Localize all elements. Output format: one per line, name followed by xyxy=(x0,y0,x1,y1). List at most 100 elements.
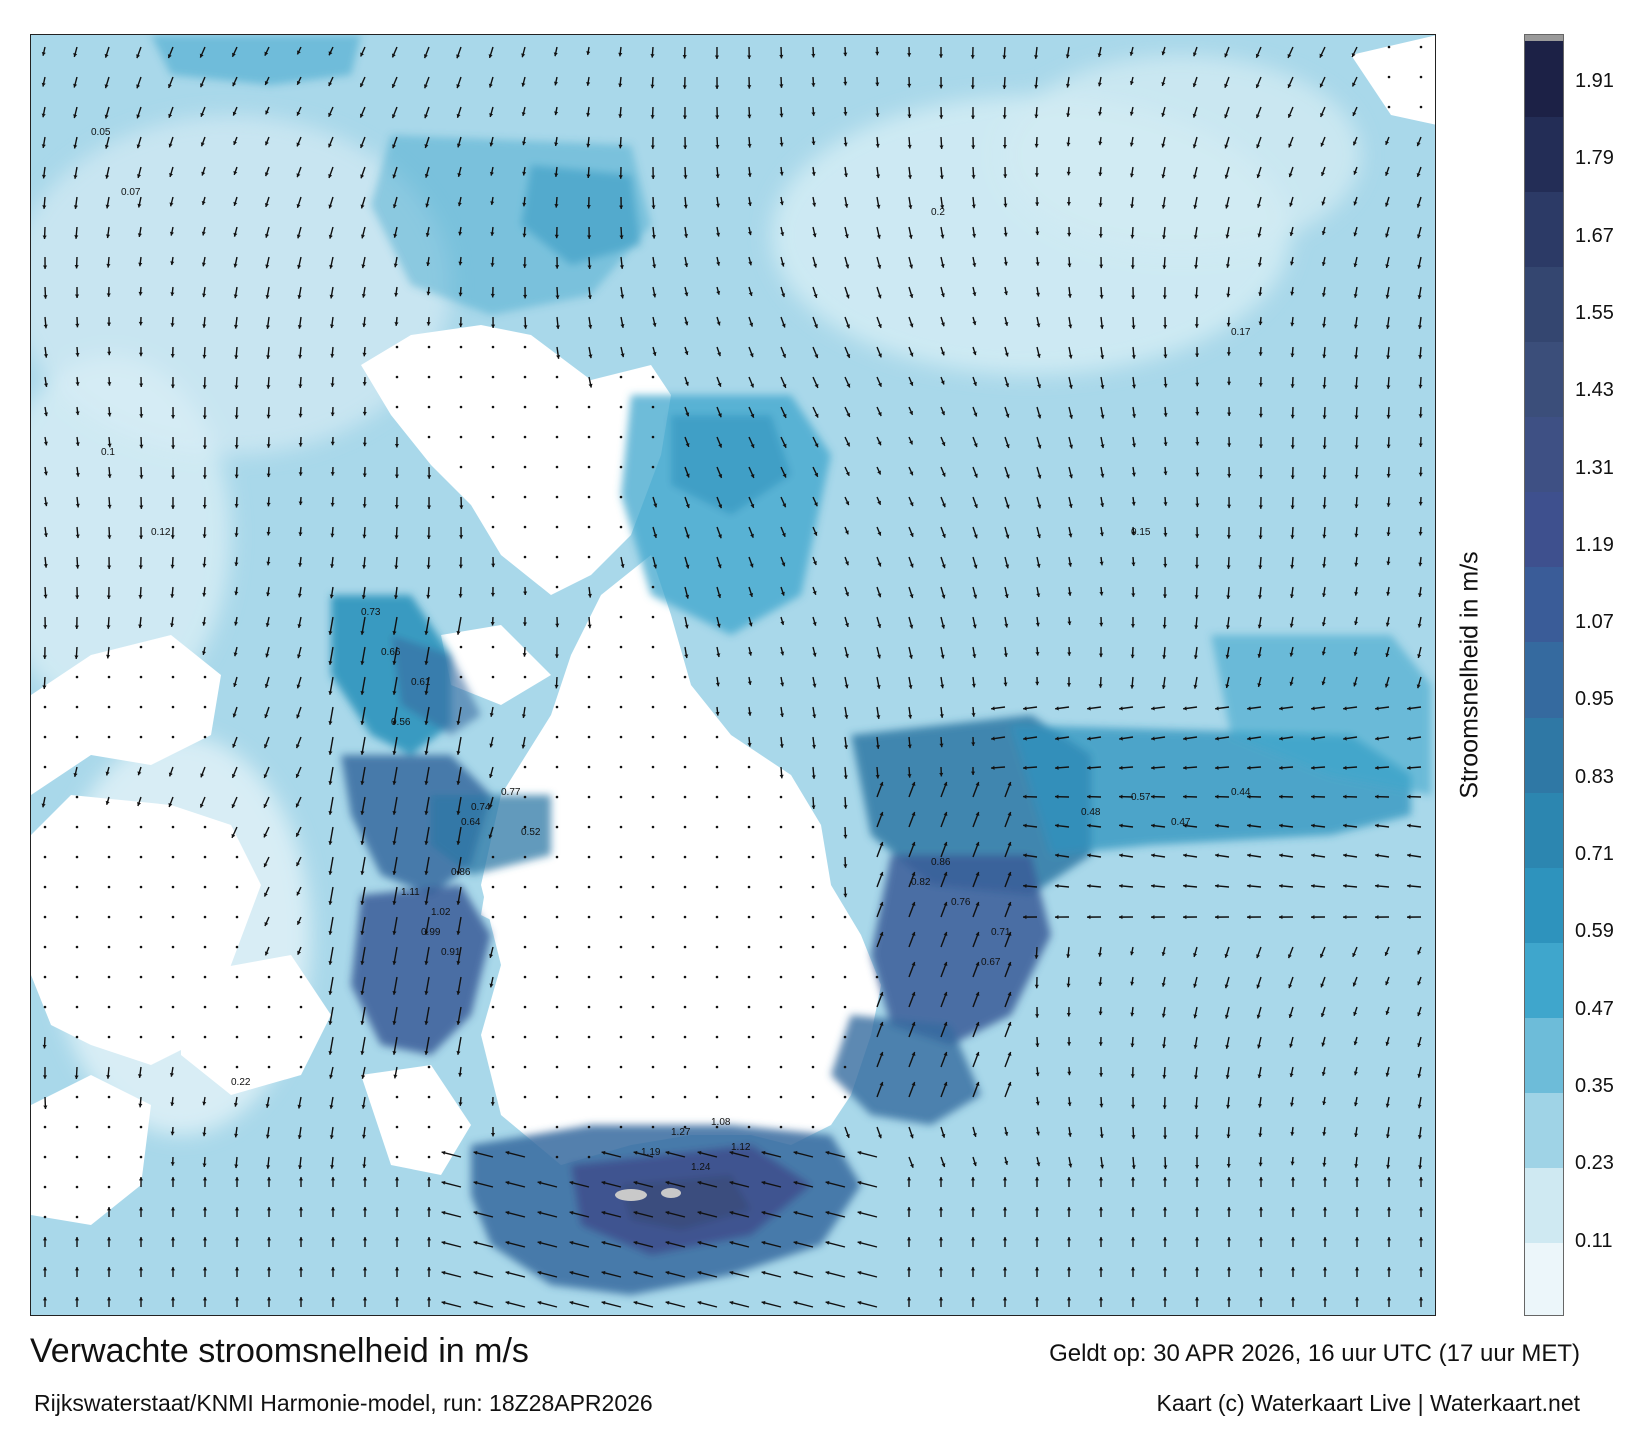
current-arrowhead xyxy=(1130,981,1135,986)
current-arrowhead xyxy=(266,1297,272,1301)
current-arrowhead xyxy=(683,145,688,149)
current-arrowhead xyxy=(392,630,397,635)
current-arrowhead xyxy=(1034,1297,1040,1301)
current-arrowhead xyxy=(169,1072,174,1077)
calm-dot xyxy=(747,945,751,949)
current-arrowhead xyxy=(879,932,884,936)
current-arrowhead xyxy=(1151,823,1155,828)
current-arrowhead xyxy=(1311,794,1315,799)
current-arrowhead xyxy=(1129,173,1134,178)
current-arrowhead xyxy=(1119,853,1123,858)
current-arrowhead xyxy=(170,323,175,327)
current-arrowhead xyxy=(1067,294,1072,298)
current-speed-map[interactable]: 0.73 0.66 0.61 0.56 1.11 1.02 0.99 0.91 0.86 0.77… xyxy=(30,34,1436,1316)
current-arrowhead xyxy=(1098,653,1104,658)
current-arrowhead xyxy=(555,325,560,329)
current-arrowhead xyxy=(972,1132,977,1137)
current-arrowhead xyxy=(457,172,462,177)
current-arrowhead xyxy=(1098,982,1103,986)
current-arrowhead xyxy=(943,842,948,846)
calm-dot xyxy=(459,405,463,409)
current-arrowhead xyxy=(1343,765,1347,770)
current-arrowhead xyxy=(1258,1267,1264,1271)
current-arrowhead xyxy=(1005,444,1010,448)
current-arrowhead xyxy=(555,295,560,299)
current-arrowhead xyxy=(42,1297,48,1301)
current-arrowhead xyxy=(297,593,302,598)
current-arrowhead xyxy=(1417,654,1422,658)
current-arrowhead xyxy=(488,773,493,778)
calm-dot xyxy=(395,405,399,409)
current-arrowhead xyxy=(233,170,238,175)
current-arrowhead xyxy=(1036,593,1041,598)
current-arrowhead xyxy=(729,1240,734,1245)
current-arrowhead xyxy=(748,261,753,266)
current-arrowhead xyxy=(633,1240,638,1245)
current-arrowhead xyxy=(73,144,78,149)
current-arrowhead xyxy=(1225,684,1230,688)
current-arrowhead xyxy=(266,473,271,478)
current-arrowhead xyxy=(939,714,944,718)
current-arrowhead xyxy=(1417,1135,1422,1139)
tidal-channels xyxy=(151,35,1431,1295)
current-arrowhead xyxy=(1087,915,1091,920)
calm-dot xyxy=(491,885,495,889)
current-arrowhead xyxy=(1002,1207,1008,1211)
current-arrowhead xyxy=(1385,1041,1390,1046)
current-arrowhead xyxy=(263,863,268,868)
calm-dot xyxy=(619,1095,623,1099)
current-arrowhead xyxy=(1386,1164,1391,1169)
current-arrowhead xyxy=(1099,622,1104,627)
current-arrowhead xyxy=(265,623,270,627)
current-arrowhead xyxy=(940,380,945,385)
current-arrowhead xyxy=(1067,232,1072,237)
current-arrowhead xyxy=(716,653,721,657)
land-area xyxy=(31,35,1435,1225)
calm-dot xyxy=(139,945,143,949)
current-arrowhead xyxy=(43,471,48,476)
current-arrowhead xyxy=(1119,915,1123,920)
calm-dot xyxy=(843,1035,847,1039)
current-arrowhead xyxy=(298,472,303,476)
current-arrowhead xyxy=(1066,202,1071,206)
current-arrowhead xyxy=(137,203,142,208)
current-arrowhead xyxy=(1098,111,1103,116)
current-arrowhead xyxy=(201,231,206,236)
current-arrowhead xyxy=(328,630,333,635)
current-arrowhead xyxy=(845,264,850,269)
current-arrowhead xyxy=(139,444,144,449)
current-arrowhead xyxy=(1417,264,1422,269)
current-arrowhead xyxy=(1279,706,1283,711)
calm-dot xyxy=(523,1065,527,1069)
current-arrowhead xyxy=(231,773,236,778)
current-arrowhead xyxy=(298,1297,304,1301)
current-arrowhead xyxy=(1004,1160,1009,1165)
current-arrowhead xyxy=(168,113,173,118)
current-arrowhead xyxy=(943,902,948,906)
current-arrowhead xyxy=(943,992,948,996)
current-arrowhead xyxy=(1386,1177,1392,1181)
calm-dot xyxy=(683,705,687,709)
current-arrowhead xyxy=(1034,1237,1040,1241)
current-arrowhead xyxy=(972,263,977,267)
current-arrowhead xyxy=(1034,1207,1040,1211)
current-arrowhead xyxy=(521,53,526,58)
speed-value-label: 1.12 xyxy=(731,1142,751,1153)
current-arrowhead xyxy=(1407,765,1411,770)
calm-dot xyxy=(651,975,655,979)
current-arrowhead xyxy=(424,930,429,935)
current-arrowhead xyxy=(298,1207,304,1211)
current-arrowhead xyxy=(234,504,239,508)
current-arrowhead xyxy=(909,381,914,386)
calm-dot xyxy=(651,405,655,409)
current-arrowhead xyxy=(843,142,848,147)
current-arrowhead xyxy=(941,594,946,599)
current-arrowhead xyxy=(42,1075,48,1079)
current-arrowhead xyxy=(780,682,785,687)
current-arrowhead xyxy=(329,1105,334,1109)
current-arrowhead xyxy=(458,292,463,297)
calm-dot xyxy=(491,525,495,529)
current-arrowhead xyxy=(1418,1267,1424,1271)
current-arrowhead xyxy=(296,234,301,239)
current-arrowhead xyxy=(729,1300,734,1305)
